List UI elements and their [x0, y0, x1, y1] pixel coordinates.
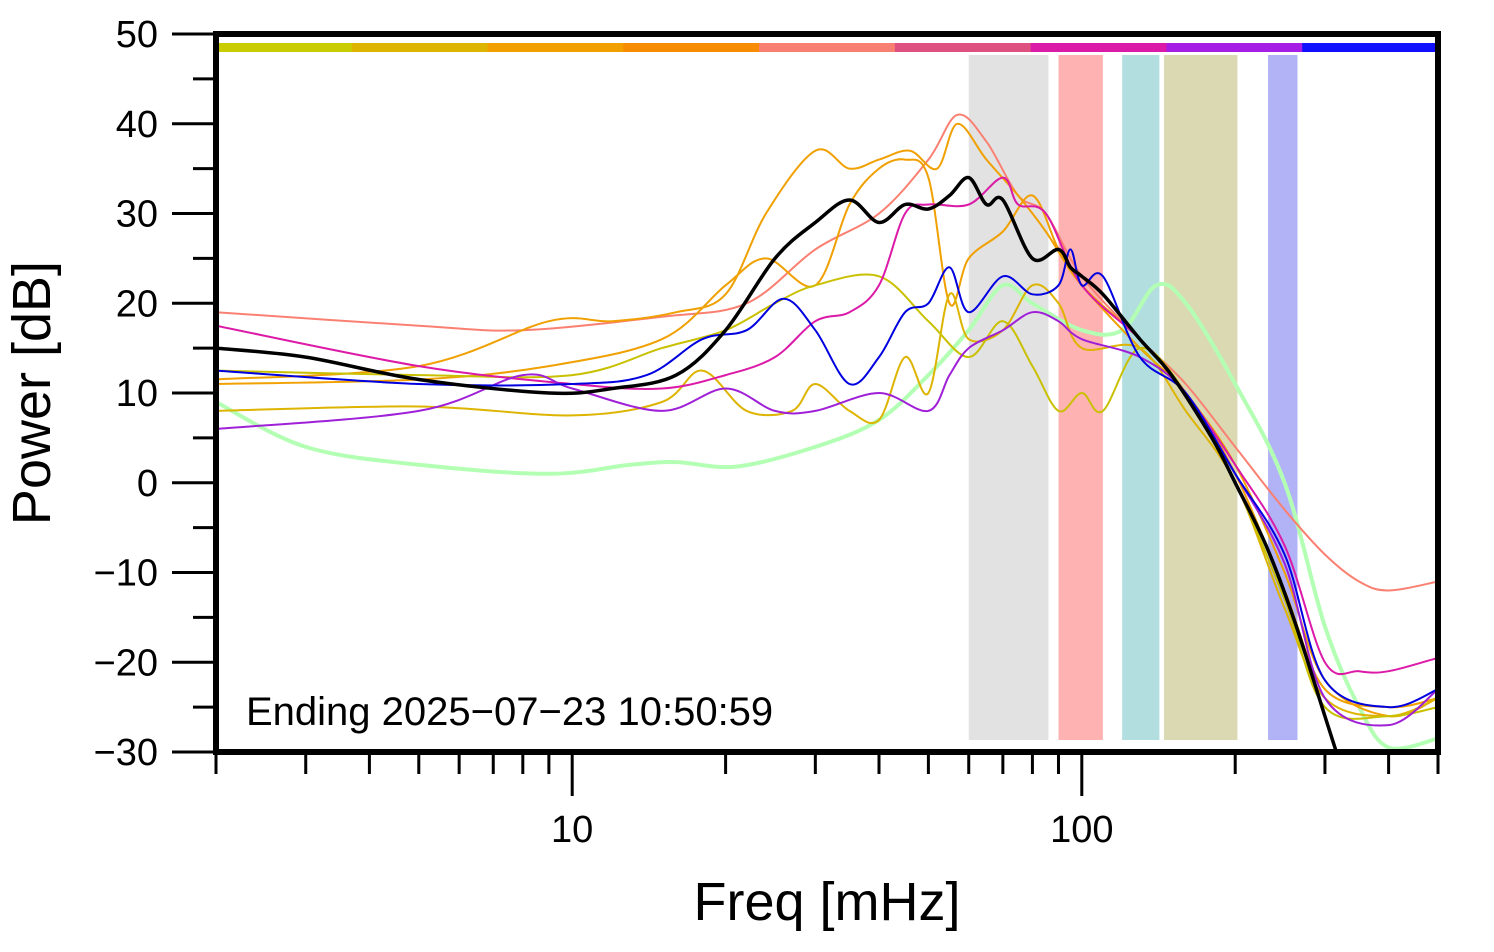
band-1: [968, 55, 1049, 740]
band-4: [1164, 55, 1238, 740]
band-2: [1058, 55, 1103, 740]
x-axis-title: Freq [mHz]: [693, 872, 960, 932]
series-line-9: [216, 248, 1438, 709]
color-bar-segment-9: [1302, 43, 1439, 52]
y-axis-title: Power [dB]: [2, 261, 62, 525]
frequency-bands: [968, 55, 1298, 740]
series-line-7: [216, 176, 1438, 676]
y-tick-label: 40: [116, 104, 158, 146]
y-tick-label: 20: [116, 283, 158, 325]
plot-frame: [213, 31, 1441, 755]
series-line-1: [216, 281, 1438, 751]
color-bar-segment-8: [1166, 43, 1303, 52]
timestamp-annotation: Ending 2025−07−23 10:50:59: [246, 690, 773, 734]
top-color-bar: [216, 43, 1439, 52]
color-bar-segment-3: [487, 43, 624, 52]
x-tick-label: 10: [551, 809, 593, 851]
color-bar-segment-7: [1030, 43, 1167, 52]
y-tick-label: 10: [116, 373, 158, 415]
series-line-2: [216, 113, 1438, 592]
color-bar-segment-6: [894, 43, 1032, 52]
series-line-4: [216, 158, 1438, 709]
series-line-10: [216, 175, 1339, 752]
series-line-8: [216, 310, 1438, 727]
color-bar-segment-4: [623, 43, 760, 52]
band-3: [1122, 55, 1160, 740]
x-tick-label: 100: [1050, 809, 1113, 851]
color-bar-segment-2: [351, 43, 489, 52]
y-tick-label: 50: [116, 14, 158, 56]
series-line-3: [216, 122, 1438, 718]
y-tick-label: −20: [94, 642, 158, 684]
y-tick-label: 30: [116, 194, 158, 236]
y-tick-label: 0: [137, 463, 158, 505]
x-axis-ticks: 10 100: [214, 752, 1440, 851]
y-axis-ticks: 50 40 30 20 10 0 −10 −20 −30: [94, 14, 216, 774]
color-bar-segment-1: [216, 43, 353, 52]
series-line-6: [216, 273, 1438, 720]
series-lines: [216, 113, 1438, 752]
y-tick-label: −30: [94, 732, 158, 774]
band-5: [1268, 55, 1298, 740]
color-bar-segment-5: [759, 43, 896, 52]
y-tick-label: −10: [94, 553, 158, 595]
